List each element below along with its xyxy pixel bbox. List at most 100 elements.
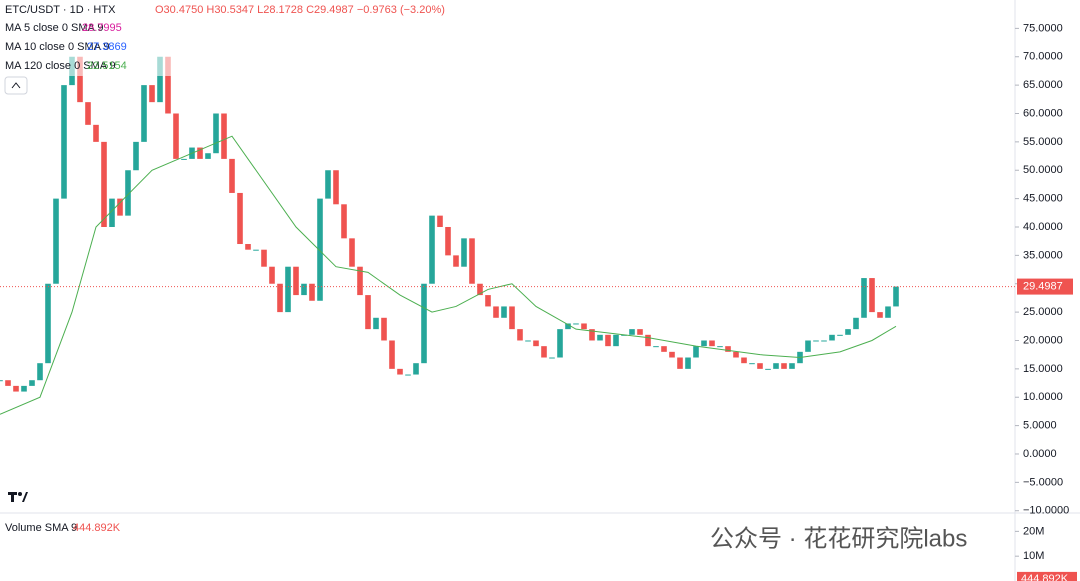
candle xyxy=(845,329,851,335)
candle xyxy=(149,85,155,103)
candle xyxy=(501,306,507,318)
candle xyxy=(221,113,227,159)
candle xyxy=(629,329,635,335)
y-tick-label: 75.0000 xyxy=(1023,22,1063,34)
candle xyxy=(549,357,555,359)
candle xyxy=(301,283,307,296)
candle xyxy=(709,340,715,347)
candle xyxy=(557,329,563,358)
candle xyxy=(397,368,403,375)
candle xyxy=(877,312,883,318)
tv-logo xyxy=(8,492,28,502)
candle xyxy=(365,295,371,330)
candle xyxy=(525,340,531,342)
candle xyxy=(461,238,467,267)
candle xyxy=(45,283,51,364)
volume-tick-label: 20M xyxy=(1023,525,1044,537)
y-tick-label: 0.0000 xyxy=(1023,448,1057,460)
candle xyxy=(597,334,603,341)
candle xyxy=(333,170,339,205)
indicator-name: MA 5 close 0 SMA 9 xyxy=(5,22,103,34)
candle xyxy=(421,283,427,364)
candle xyxy=(821,340,827,342)
candle xyxy=(589,329,595,341)
candle xyxy=(141,85,147,142)
candle xyxy=(677,357,683,369)
y-tick-label: 50.0000 xyxy=(1023,164,1063,176)
candle xyxy=(717,346,723,348)
y-tick-label: −5.0000 xyxy=(1023,476,1063,488)
candle xyxy=(509,306,515,330)
candle xyxy=(0,380,3,382)
candle xyxy=(29,380,35,386)
candle xyxy=(477,283,483,296)
candle xyxy=(173,113,179,159)
candle xyxy=(53,198,59,284)
candle xyxy=(413,363,419,375)
y-tick-label: 20.0000 xyxy=(1023,334,1063,346)
candle xyxy=(573,323,579,325)
candle xyxy=(669,351,675,358)
last-price-label: 29.4987 xyxy=(1023,280,1063,292)
volume-tag xyxy=(1017,571,1077,581)
candle xyxy=(405,374,411,376)
candle xyxy=(661,346,667,352)
candle xyxy=(77,56,83,103)
candle xyxy=(653,346,659,348)
candle xyxy=(765,368,771,370)
indicator-name: MA 10 close 0 SMA 9 xyxy=(5,41,110,53)
candle xyxy=(357,266,363,296)
candle xyxy=(861,278,867,318)
last-price-tag xyxy=(1017,278,1073,295)
candle xyxy=(37,363,43,381)
candle xyxy=(245,244,251,250)
y-tick-label: 60.0000 xyxy=(1023,107,1063,119)
candle xyxy=(277,283,283,313)
candle xyxy=(269,266,275,284)
candle xyxy=(389,340,395,369)
y-tick-label: 70.0000 xyxy=(1023,51,1063,63)
candle xyxy=(749,363,755,365)
candle xyxy=(837,334,843,336)
candle xyxy=(485,295,491,307)
indicator-value: 28.7995 xyxy=(82,22,122,34)
candle xyxy=(445,226,451,256)
y-tick-label: 15.0000 xyxy=(1023,363,1063,375)
candle xyxy=(133,141,139,171)
candle xyxy=(429,215,435,284)
indicator-value: 22.5154 xyxy=(87,60,127,72)
y-tick-label: 65.0000 xyxy=(1023,79,1063,91)
candle xyxy=(261,249,267,267)
y-tick-label: 40.0000 xyxy=(1023,221,1063,233)
candle xyxy=(645,334,651,347)
candle xyxy=(85,102,91,125)
watermark: 公众号 · 花花研究院labs xyxy=(710,525,967,552)
candle xyxy=(757,363,763,369)
y-tick-label: 5.0000 xyxy=(1023,420,1057,432)
volume-title: Volume SMA 9 xyxy=(5,522,77,534)
y-tick-label: 35.0000 xyxy=(1023,249,1063,261)
candle xyxy=(605,334,611,347)
candle xyxy=(109,198,115,227)
candle xyxy=(125,170,131,216)
y-tick-label: 10.0000 xyxy=(1023,391,1063,403)
candle xyxy=(197,147,203,159)
legend-backdrop xyxy=(0,0,440,76)
candle xyxy=(453,255,459,267)
candle xyxy=(437,215,443,227)
candle xyxy=(725,346,731,352)
candle xyxy=(613,334,619,347)
candle xyxy=(733,351,739,358)
candle xyxy=(309,283,315,301)
collapse-button[interactable] xyxy=(4,76,28,95)
y-tick-label: 25.0000 xyxy=(1023,306,1063,318)
symbol-title: ETC/USDT · 1D · HTX xyxy=(5,4,116,16)
candle xyxy=(517,329,523,341)
candle xyxy=(805,340,811,352)
volume-value: 444.892K xyxy=(73,522,121,534)
candle xyxy=(181,158,187,160)
candle xyxy=(325,170,331,199)
indicator-value: 27.3869 xyxy=(87,41,127,53)
candle xyxy=(229,158,235,193)
